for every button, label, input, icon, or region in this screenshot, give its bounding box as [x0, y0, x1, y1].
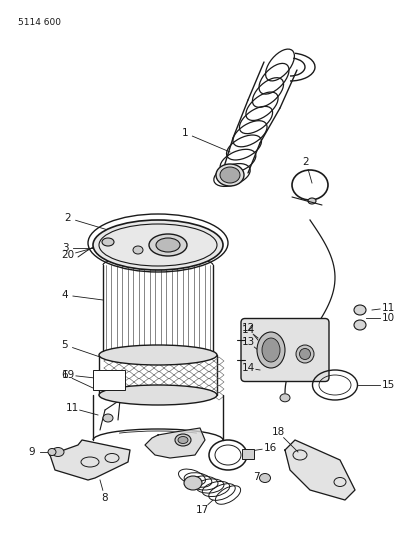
Ellipse shape — [99, 345, 217, 365]
Text: 5114 600: 5114 600 — [18, 18, 61, 27]
Text: 9: 9 — [29, 447, 35, 457]
Text: 10: 10 — [381, 313, 395, 323]
Text: 16: 16 — [264, 443, 277, 453]
Ellipse shape — [156, 238, 180, 252]
FancyBboxPatch shape — [241, 319, 329, 382]
Text: 1: 1 — [182, 128, 188, 138]
Ellipse shape — [280, 394, 290, 402]
Text: 13: 13 — [242, 337, 255, 347]
Text: 18: 18 — [271, 427, 285, 437]
Text: 15: 15 — [381, 380, 395, 390]
Polygon shape — [50, 440, 130, 480]
Bar — [93, 370, 125, 390]
Text: 6: 6 — [62, 370, 68, 380]
Ellipse shape — [48, 448, 56, 456]
Text: 3: 3 — [62, 243, 68, 253]
Text: 14: 14 — [242, 325, 255, 335]
Ellipse shape — [299, 349, 310, 359]
Ellipse shape — [133, 246, 143, 254]
Ellipse shape — [103, 414, 113, 422]
Ellipse shape — [296, 345, 314, 363]
Ellipse shape — [259, 473, 271, 482]
Bar — [242, 449, 254, 459]
Text: 14: 14 — [242, 363, 255, 373]
Ellipse shape — [354, 305, 366, 315]
Ellipse shape — [178, 437, 188, 443]
Ellipse shape — [216, 164, 244, 186]
Polygon shape — [285, 440, 355, 500]
Text: 7: 7 — [253, 472, 259, 482]
Ellipse shape — [257, 332, 285, 368]
Text: 4: 4 — [62, 290, 68, 300]
Text: 19: 19 — [61, 370, 75, 380]
Ellipse shape — [102, 238, 114, 246]
Ellipse shape — [220, 167, 240, 183]
Polygon shape — [145, 428, 205, 458]
Text: 8: 8 — [102, 493, 108, 503]
Ellipse shape — [175, 434, 191, 446]
Text: 12: 12 — [242, 323, 255, 333]
Ellipse shape — [52, 448, 64, 456]
Text: 2: 2 — [303, 157, 309, 167]
Ellipse shape — [184, 476, 202, 490]
Text: 11: 11 — [65, 403, 79, 413]
Ellipse shape — [99, 385, 217, 405]
Text: 20: 20 — [62, 250, 75, 260]
Text: 2: 2 — [65, 213, 71, 223]
Ellipse shape — [262, 338, 280, 362]
Ellipse shape — [354, 320, 366, 330]
Ellipse shape — [93, 220, 223, 270]
Ellipse shape — [149, 234, 187, 256]
Text: 17: 17 — [195, 505, 208, 515]
Ellipse shape — [308, 198, 316, 204]
Text: 5: 5 — [62, 340, 68, 350]
Text: 11: 11 — [381, 303, 395, 313]
